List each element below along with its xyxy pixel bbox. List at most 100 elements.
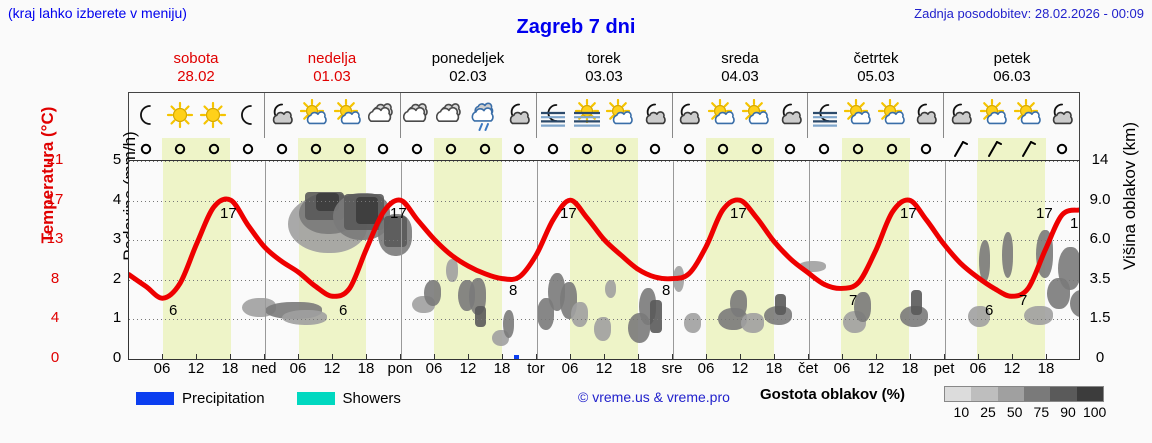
cloud-blob-17 [474,305,486,328]
wind-symbol-barb-24 [943,138,977,160]
weather-icon-cell-24 [943,93,978,138]
x-tickmark-5 [332,354,333,360]
day-name: sreda [721,50,759,67]
wind-symbol-calm-17 [706,138,740,160]
day-header-0: sobota 28.02 [128,50,264,88]
sun-icon [166,101,193,128]
weather-icon-cell-9 [434,93,468,138]
temperature-curve [129,196,1079,301]
weather-icon-cell-25 [978,93,1012,138]
x-tick-label-14: 18 [629,360,647,377]
weather-icon-cell-22 [876,93,910,138]
day-name: nedelja [307,50,357,67]
sun-cloud-icon [605,98,633,124]
day-header-1: nedelja 01.03 [264,50,400,88]
moon-cloud-icon [781,103,802,124]
x-tickmark-12 [570,354,571,360]
weather-icon-cell-6 [332,93,366,138]
day-separator-4 [673,161,674,359]
wind-symbol-calm-10 [468,138,502,160]
x-tickmark-9 [468,354,469,360]
wind-symbol-calm-7 [366,138,400,160]
moon-fog-icon [541,103,566,127]
cloud-blob-38 [854,291,872,323]
copyright-link[interactable]: © vreme.us & vreme.pro [578,389,730,405]
day-header-row: sobota 28.02 nedelja 01.03 ponedeljek 02.03 to… [128,50,1080,88]
weather-icon-cell-18 [740,93,774,138]
moon-cloud-icon [509,103,530,124]
day-name: ponedeljek [431,50,505,67]
x-tickmark-19 [808,354,809,360]
temperature-label-8: 7 [849,291,858,309]
x-tick-label-11: tor [527,360,545,377]
cloud-blob-8 [384,216,407,247]
moon-cloud-icon [917,103,938,124]
cloud-blob-41 [967,305,991,328]
x-tick-label-10: 18 [493,360,511,377]
day-header-4: sreda 04.03 [672,50,808,88]
day-date: 04.03 [721,68,759,85]
cloud-density-legend-title: Gostota oblakov (%) [760,386,906,403]
x-tickmark-7 [400,354,401,360]
precipitation-bars-layer [129,161,1079,359]
cloud-blob-43 [1001,232,1013,279]
wind-symbol-calm-5 [299,138,333,160]
horizontal-gridline-0 [129,161,1079,162]
weather-icon-cell-12 [535,93,571,138]
moon-cloud-icon [1053,103,1074,124]
weather-icon-cell-14 [604,93,638,138]
moon-cloud-icon [951,103,972,124]
x-tick-label-25: 12 [1003,360,1021,377]
x-tick-label-15: sre [661,360,683,377]
weather-icon-cell-23 [910,93,944,138]
cloud-blob-14 [446,259,458,282]
wind-symbol-calm-2 [197,138,231,160]
wind-symbol-calm-4 [265,138,299,160]
cloud-blob-32 [729,289,747,318]
weather-icon-cell-20 [807,93,842,138]
x-tickmark-15 [672,354,673,360]
x-tickmark-22 [910,354,911,360]
x-tick-label-1: 12 [187,360,205,377]
x-tick-label-9: 12 [459,360,477,377]
sun-cloud-icon [877,98,905,124]
x-tick-label-2: 18 [221,360,239,377]
cloud-density-swatch-5 [1076,387,1103,401]
horizontal-gridline-1 [129,201,1079,202]
day-date: 28.02 [177,68,215,85]
x-axis-tick-labels: 06 12 18 ned 06 12 18 pon 06 12 18 tor 06 12 18 sre 06 12… [128,354,1080,382]
temperature-label-11: 17 [1036,204,1053,222]
x-tickmark-25 [1012,354,1013,360]
precipitation-bar-0 [514,354,520,359]
precipitation-tick-5: 0 [112,349,122,366]
x-tickmark-20 [842,354,843,360]
sun-cloud-icon [843,98,871,124]
x-tickmark-1 [196,354,197,360]
wind-symbol-calm-18 [740,138,774,160]
x-tickmark-24 [978,354,979,360]
sun-cloud-icon [334,98,361,124]
cloud-blob-19 [503,309,515,338]
wind-symbol-calm-21 [841,138,875,160]
wind-symbol-calm-0 [129,138,163,160]
location-menu-hint: (kraj lahko izberete v meniju) [8,5,187,21]
day-date: 05.03 [857,68,895,85]
cloud-density-tick-1: 25 [980,404,996,420]
weather-icon-cell-21 [842,93,876,138]
wind-symbol-calm-6 [333,138,367,160]
temperature-label-10: 6 [985,301,994,319]
day-date: 03.03 [585,68,623,85]
cloud-blob-28 [650,299,662,333]
sun-icon [200,101,227,128]
cloud-drizzle-icon [471,102,494,131]
cloud-height-tick-3: 3.5 [1089,269,1111,287]
x-tick-label-18: 18 [765,360,783,377]
x-tick-label-20: 06 [833,360,851,377]
series-legend: Precipitation Showers [136,388,401,408]
weather-icon-cell-11 [502,93,536,138]
wind-symbol-calm-8 [400,138,434,160]
day-name: petek [993,50,1031,67]
x-tickmark-0 [162,354,163,360]
weather-icon-cell-13 [570,93,604,138]
horizontal-gridline-4 [129,319,1079,320]
